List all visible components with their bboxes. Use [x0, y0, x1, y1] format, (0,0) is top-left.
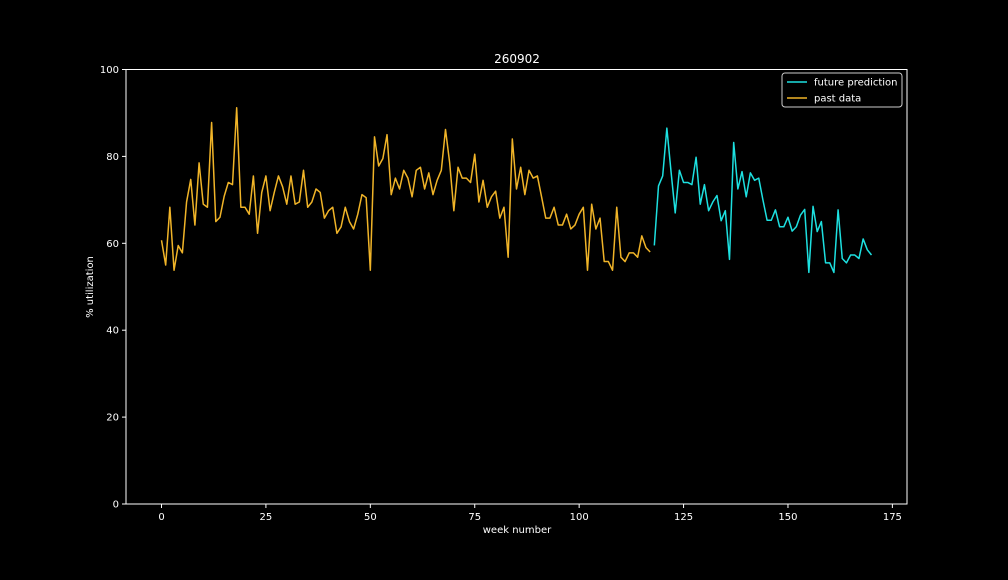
- x-tick-label: 0: [158, 512, 164, 523]
- x-tick-label: 125: [674, 512, 693, 523]
- y-tick-label: 80: [106, 152, 119, 163]
- y-tick-label: 40: [106, 326, 119, 337]
- y-axis: 0 20 40 60 80 100: [100, 65, 126, 511]
- series-line-future-prediction: [653, 127, 873, 274]
- x-tick-label: 25: [260, 512, 273, 523]
- x-tick-label: 175: [883, 512, 902, 523]
- x-axis: 0 25 50 75 100 125 150 175: [158, 504, 902, 523]
- legend-label: past data: [814, 94, 861, 105]
- plot-frame: [125, 69, 908, 505]
- series-layer: [160, 106, 873, 274]
- legend-label: future prediction: [814, 78, 898, 89]
- x-tick-label: 100: [570, 512, 589, 523]
- x-tick-label: 150: [778, 512, 797, 523]
- x-axis-label: week number: [483, 525, 552, 536]
- series-line-past-data: [160, 106, 651, 271]
- y-tick-label: 100: [100, 65, 119, 76]
- y-tick-label: 0: [113, 500, 119, 511]
- y-axis-label: % utilization: [85, 256, 96, 318]
- x-tick-label: 50: [364, 512, 377, 523]
- legend-box: [781, 72, 903, 108]
- y-tick-label: 60: [106, 239, 119, 250]
- x-tick-label: 75: [468, 512, 481, 523]
- chart-title: 260902: [494, 52, 540, 66]
- legend: future prediction past data: [781, 72, 903, 108]
- y-tick-label: 20: [106, 413, 119, 424]
